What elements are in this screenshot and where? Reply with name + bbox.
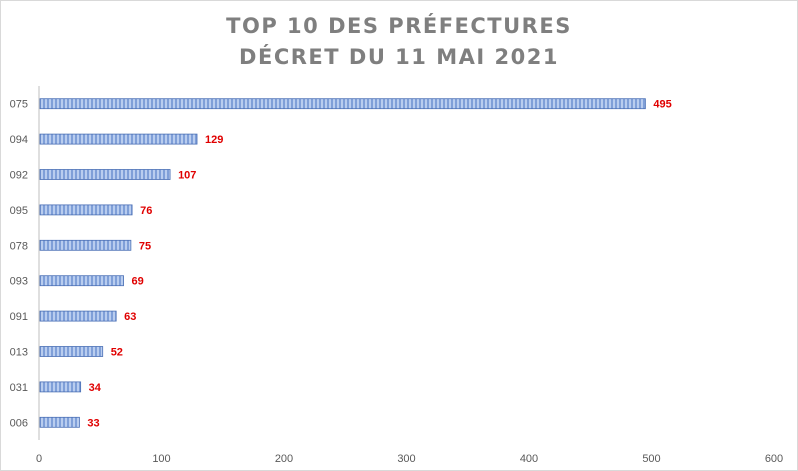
x-tick-label: 600 [765, 453, 783, 465]
data-label: 107 [178, 170, 196, 182]
data-label: 129 [205, 134, 223, 146]
data-label: 75 [139, 240, 151, 252]
category-label: 094 [10, 134, 28, 146]
x-tick-label: 100 [152, 453, 170, 465]
bar-093 [39, 275, 124, 287]
category-label: 095 [10, 205, 28, 217]
category-label: 013 [10, 347, 28, 359]
category-label: 006 [10, 417, 28, 429]
data-label: 76 [140, 205, 152, 217]
data-label: 34 [89, 382, 102, 394]
data-label: 52 [111, 347, 123, 359]
bar-091 [39, 310, 117, 322]
bar-013 [39, 346, 104, 357]
category-label: 093 [10, 276, 28, 288]
category-label: 091 [10, 311, 28, 323]
data-label: 33 [87, 417, 99, 429]
x-tick-label: 400 [520, 453, 538, 465]
bar-031 [39, 381, 82, 393]
category-label: 031 [10, 382, 28, 394]
category-label: 078 [10, 240, 28, 252]
data-label: 63 [124, 311, 136, 323]
bar-094 [39, 133, 198, 145]
category-label: 075 [10, 99, 28, 111]
x-tick-label: 300 [397, 453, 415, 465]
data-label: 495 [653, 99, 671, 111]
chart-title-line-2: DÉCRET DU 11 MAI 2021 [239, 44, 559, 69]
bar-095 [39, 204, 133, 216]
data-label: 69 [132, 276, 144, 288]
bar-078 [39, 239, 132, 251]
x-tick-label: 200 [275, 453, 293, 465]
bar-092 [39, 169, 171, 180]
x-tick-label: 500 [642, 453, 660, 465]
x-tick-label: 0 [36, 453, 42, 465]
bar-075 [39, 98, 646, 110]
chart-title-line-1: TOP 10 DES PRÉFECTURES [226, 13, 572, 38]
category-label: 092 [10, 170, 28, 182]
bar-006 [39, 416, 80, 428]
